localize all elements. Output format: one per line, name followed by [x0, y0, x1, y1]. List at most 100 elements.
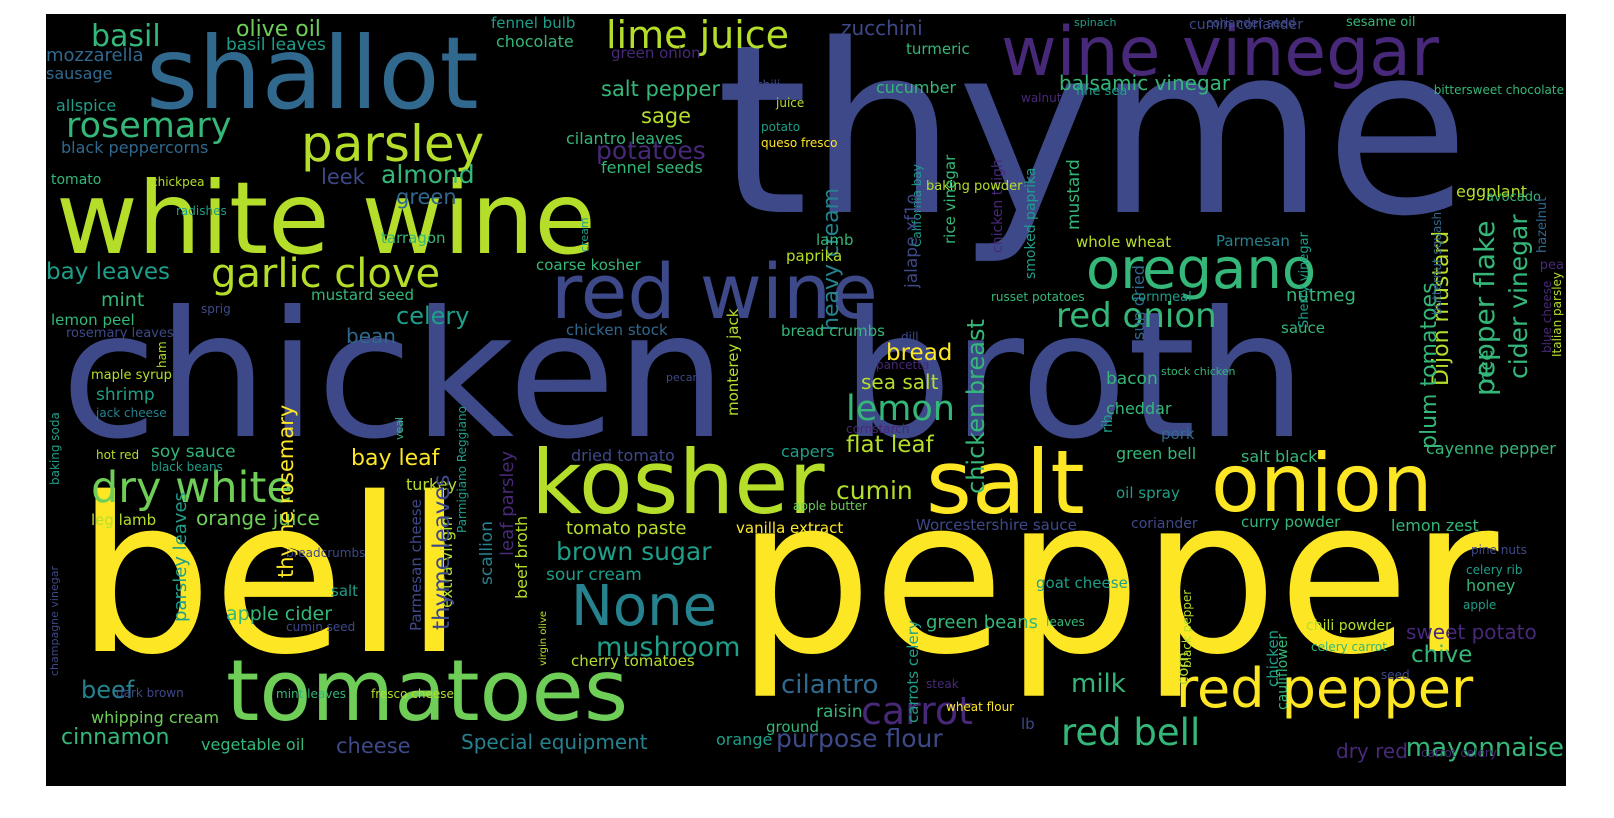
word-beef-broth: beef broth [512, 515, 531, 599]
word-vanilla-extract: vanilla extract [736, 519, 844, 537]
word-parsley-leaves: parsley leaves [170, 492, 191, 623]
word-oregano: oregano [1086, 237, 1317, 302]
word-green: green [396, 185, 457, 209]
word-tomato: tomato [51, 172, 102, 188]
word-thyme-leaves: thyme leaves [429, 474, 455, 630]
word-cloud: bell pepper thyme chicken broth white wine sha… [46, 14, 1566, 786]
word-nutmeg: nutmeg [1286, 285, 1356, 306]
word-honey: honey [1466, 576, 1516, 595]
word-sage: sage [641, 104, 692, 128]
word-baking-powder: baking powder [926, 179, 1023, 194]
word-turkey: turkey [406, 475, 457, 494]
word-parsley: parsley [301, 115, 485, 173]
word-celery-carrot: celery carrot [1311, 640, 1387, 654]
word-pork: pork [1161, 425, 1195, 443]
word-sweet-potato: sweet potato [1406, 620, 1537, 644]
word-lb: lb [1021, 715, 1035, 733]
word-bay-leaves: bay leaves [46, 259, 170, 285]
word-whipping-cream: whipping cream [91, 708, 220, 727]
word-chocolate: chocolate [496, 32, 574, 51]
word-fine-sea: fine sea [1076, 84, 1128, 99]
word-scallion: scallion [477, 520, 497, 585]
word-hazelnut: hazelnut [1535, 197, 1550, 254]
word-green-onion: green onion [611, 44, 701, 62]
word-parmigiano-reggiano: Parmigiano Reggiano [455, 405, 469, 533]
word-smoked-paprika: smoked paprika [1023, 167, 1039, 279]
word-salt-pepper: salt pepper [601, 77, 721, 101]
word-bay-leaf: bay leaf [351, 446, 440, 471]
word-cauliflower: cauliflower [1275, 634, 1291, 711]
word-black-pepper: black pepper [1180, 590, 1194, 669]
word-raisin: raisin [816, 702, 863, 722]
word-ground: ground [766, 718, 820, 736]
word-mustard: mustard [1064, 159, 1084, 231]
word-carrot: carrot [861, 689, 974, 733]
word-mushroom: mushroom [596, 632, 741, 663]
word-sesame-oil: sesame oil [1346, 15, 1416, 30]
word-pine-nuts: pine nuts [1471, 543, 1527, 557]
word-dill: dill [901, 330, 919, 344]
word-russet-potatoes: russet potatoes [991, 290, 1085, 304]
word-lemon: lemon [846, 389, 955, 429]
word-cornmeal: cornmeal [1131, 290, 1192, 305]
word-red-onion: red onion [1056, 296, 1217, 336]
word-capers: capers [781, 442, 835, 461]
word-tomatoes: tomatoes [226, 642, 629, 741]
word-basil: basil [91, 19, 161, 54]
word-chicken-thigh: chicken thigh [990, 159, 1006, 254]
word-potatoes: potatoes [596, 136, 706, 165]
word-none: None [571, 574, 718, 639]
word-parmesan-cheese: Parmesan cheese [407, 499, 425, 631]
word-tarragon: tarragon [381, 229, 446, 247]
word-vegetable-oil: vegetable oil [201, 735, 305, 754]
word-pecan: pecan [666, 371, 700, 384]
word-baking-soda: baking soda [48, 412, 62, 486]
word-cayenne-pepper: cayenne pepper [1426, 439, 1556, 458]
word-fennel-seeds: fennel seeds [601, 158, 703, 177]
word-tomato-paste: tomato paste [566, 518, 687, 539]
word-mustard-seed: mustard seed [311, 286, 414, 304]
word-leaves: leaves [1046, 615, 1085, 629]
word-veal: veal [393, 417, 406, 441]
word-bread: bread [886, 340, 953, 366]
word-rib: rib [1100, 414, 1116, 434]
word-soy-sauce: soy sauce [151, 442, 236, 462]
word-curry-powder: curry powder [1241, 513, 1341, 531]
word-turmeric: turmeric [906, 40, 970, 58]
word-chicken-breast: chicken breast [962, 318, 990, 494]
word-radishes: radishes [176, 204, 227, 218]
word-beef: beef [81, 676, 135, 704]
word-zucchini: zucchini [841, 16, 923, 40]
word-basil-leaves: basil leaves [226, 35, 326, 55]
word-bittersweet-chocolate: bittersweet chocolate [1433, 83, 1564, 97]
word-cream: cream [578, 217, 591, 252]
word-sauce: sauce [1281, 319, 1325, 337]
word-paprika: paprika [786, 247, 843, 265]
word-cheddar: cheddar [1106, 399, 1172, 418]
word-cumin-seed: cumin seed [286, 620, 356, 634]
word-orange-juice: orange juice [196, 506, 320, 530]
word-coarse-kosher: coarse kosher [536, 256, 641, 274]
word-maple-syrup: maple syrup [91, 368, 172, 383]
word-red-bell: red bell [1061, 711, 1201, 754]
word-red-wine: red wine [551, 247, 878, 336]
word-sprig: sprig [201, 302, 231, 316]
word-milk: milk [1071, 669, 1126, 699]
word-garlic-clove: garlic clove [211, 251, 441, 297]
word-lemon-zest: lemon zest [1391, 516, 1479, 535]
word-apple-cider: apple cider [226, 603, 333, 625]
word-onion: onion [1211, 437, 1433, 530]
word-steak: steak [926, 677, 959, 691]
word-black-peppercorns: black peppercorns [61, 138, 209, 157]
word-rice: rice [1476, 349, 1497, 384]
word-ham: ham [155, 340, 169, 368]
word-pepper: pepper [736, 451, 1499, 702]
word-leek: leek [321, 165, 365, 189]
word-chili: chili [756, 78, 781, 92]
word-parmesan: Parmesan [1216, 232, 1290, 250]
word-sea-salt: sea salt [861, 370, 939, 394]
word-carrots-celery: carrots celery [904, 620, 922, 723]
word-sausage: sausage [46, 64, 113, 83]
word-spinach: spinach [1074, 16, 1117, 29]
word-shrimp: shrimp [96, 385, 155, 405]
